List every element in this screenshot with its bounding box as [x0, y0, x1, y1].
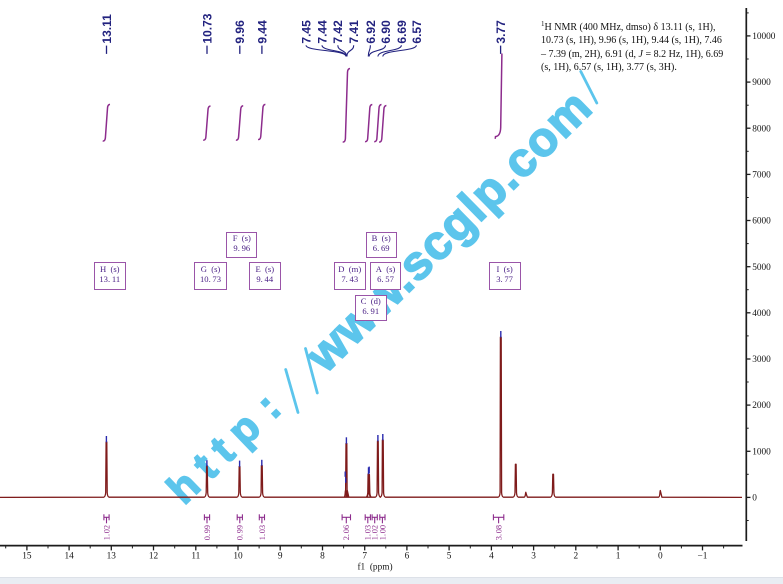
svg-text:8000: 8000	[752, 124, 771, 134]
svg-text:3: 3	[531, 552, 536, 562]
svg-text:http:: http:	[158, 377, 297, 513]
svg-text:1: 1	[616, 552, 621, 562]
svg-text:1. 03: 1. 03	[364, 525, 373, 540]
svg-text:9000: 9000	[752, 78, 771, 88]
svg-text:7.42: 7.42	[331, 20, 345, 44]
svg-text:6.69: 6.69	[395, 20, 409, 44]
svg-text:6000: 6000	[752, 217, 771, 227]
svg-text:−1: −1	[698, 552, 708, 562]
svg-text:10.73: 10.73	[200, 13, 214, 43]
svg-text:10: 10	[233, 552, 243, 562]
svg-text:13: 13	[107, 552, 117, 562]
svg-text:7.44: 7.44	[315, 20, 329, 44]
svg-text:2. 06: 2. 06	[342, 525, 351, 540]
svg-text:3000: 3000	[752, 355, 771, 365]
svg-text:0: 0	[752, 494, 757, 504]
svg-text:3. 08: 3. 08	[495, 525, 504, 540]
svg-text:10000: 10000	[752, 32, 776, 42]
svg-text:13.11: 13.11	[100, 14, 114, 44]
svg-text:0: 0	[658, 552, 663, 562]
svg-text:1000: 1000	[752, 447, 771, 457]
svg-text:7.41: 7.41	[347, 20, 361, 44]
svg-text:f1 (ppm): f1 (ppm)	[357, 562, 392, 573]
svg-text:1. 03: 1. 03	[258, 525, 267, 540]
svg-text:1. 02: 1. 02	[102, 525, 111, 540]
svg-text:12: 12	[149, 552, 159, 562]
svg-text:14: 14	[64, 552, 74, 562]
svg-text:5: 5	[447, 552, 452, 562]
svg-text:1. 02: 1. 02	[371, 525, 380, 540]
svg-text:5000: 5000	[752, 263, 771, 273]
svg-text:11: 11	[191, 552, 200, 562]
svg-text:9: 9	[278, 552, 283, 562]
svg-text:6.90: 6.90	[379, 20, 393, 44]
svg-text:7: 7	[362, 552, 367, 562]
svg-text:0. 99: 0. 99	[203, 525, 212, 540]
svg-text:6: 6	[405, 552, 410, 562]
svg-text:2000: 2000	[752, 401, 771, 411]
svg-text:8: 8	[320, 552, 325, 562]
svg-text:0. 99: 0. 99	[236, 525, 245, 540]
svg-text:9.44: 9.44	[255, 20, 269, 44]
svg-text:6.57: 6.57	[410, 20, 424, 44]
svg-text:www.scglp.com: www.scglp.com	[295, 80, 602, 383]
svg-text:4: 4	[489, 552, 494, 562]
svg-text:1. 00: 1. 00	[378, 525, 387, 540]
svg-text:2: 2	[573, 552, 578, 562]
svg-text:7.45: 7.45	[299, 20, 313, 44]
svg-text:7000: 7000	[752, 171, 771, 181]
svg-text:6.92: 6.92	[364, 20, 378, 44]
svg-text:9.96: 9.96	[233, 20, 247, 44]
svg-text:4000: 4000	[752, 309, 771, 319]
svg-text:3.77: 3.77	[494, 20, 508, 44]
svg-text:15: 15	[22, 552, 32, 562]
